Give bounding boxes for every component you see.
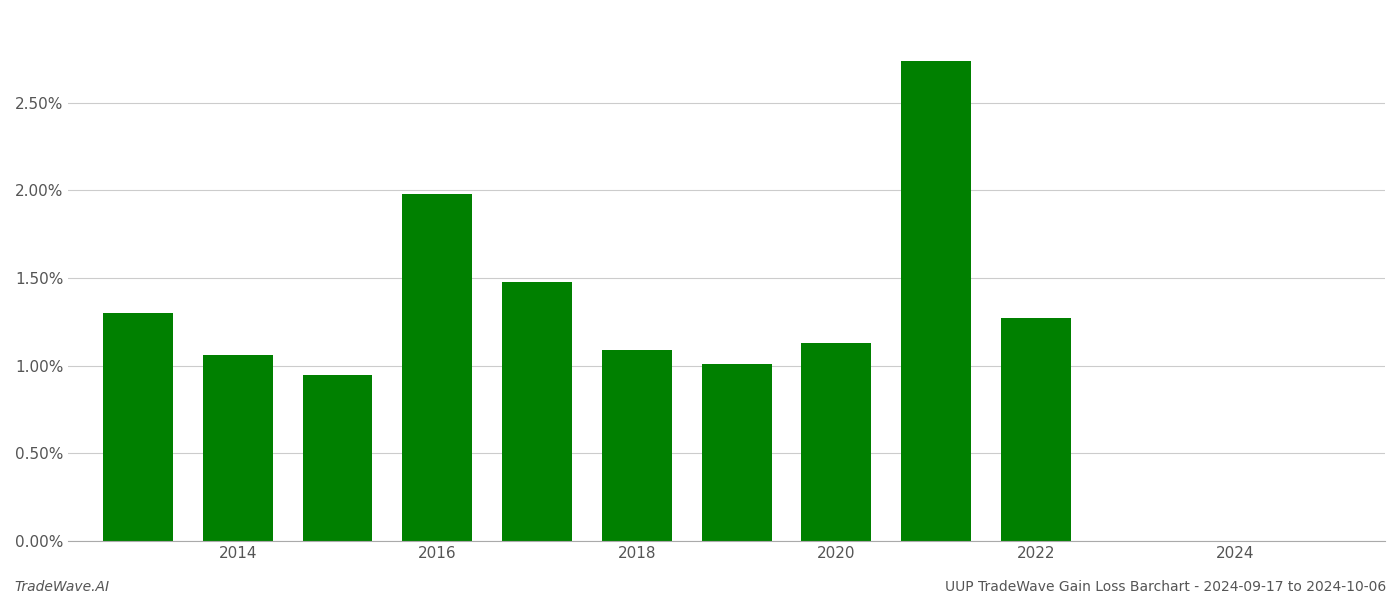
Bar xyxy=(602,350,672,541)
Bar xyxy=(701,364,771,541)
Bar xyxy=(503,281,573,541)
Bar xyxy=(302,374,372,541)
Text: TradeWave.AI: TradeWave.AI xyxy=(14,580,109,594)
Bar xyxy=(902,61,972,541)
Text: UUP TradeWave Gain Loss Barchart - 2024-09-17 to 2024-10-06: UUP TradeWave Gain Loss Barchart - 2024-… xyxy=(945,580,1386,594)
Bar xyxy=(402,194,472,541)
Bar xyxy=(1001,319,1071,541)
Bar xyxy=(104,313,174,541)
Bar xyxy=(801,343,871,541)
Bar xyxy=(203,355,273,541)
